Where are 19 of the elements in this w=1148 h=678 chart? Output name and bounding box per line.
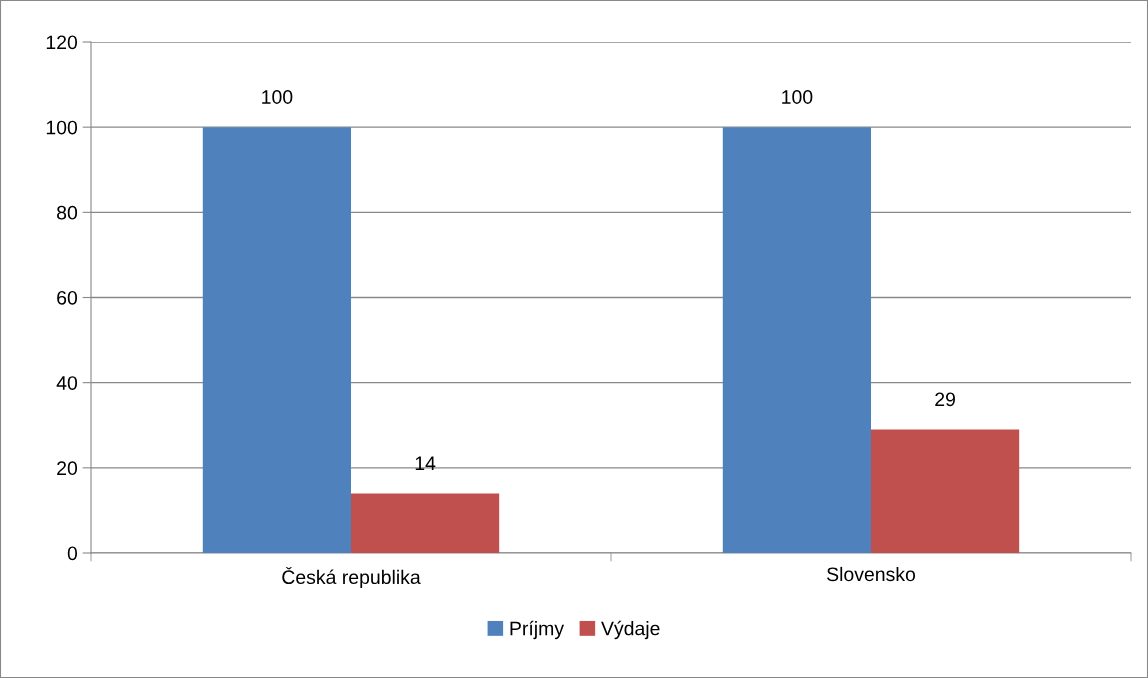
bar [722, 127, 871, 553]
bar [871, 429, 1020, 553]
data-label: 100 [262, 90, 293, 104]
y-tick-label: 20 [57, 461, 78, 476]
data-label: 100 [782, 90, 813, 104]
bar [351, 493, 500, 553]
y-tick-label: 60 [57, 290, 78, 305]
data-label: 29 [935, 392, 955, 407]
y-tick-label: 100 [46, 120, 78, 135]
data-label: 14 [415, 456, 436, 470]
legend-label: Výdaje [601, 620, 660, 640]
x-tick-label: Slovensko [827, 566, 916, 582]
x-tick-label: Česká republika [282, 566, 421, 588]
y-tick-label: 80 [57, 205, 78, 220]
y-tick-label: 0 [67, 546, 78, 561]
bar [202, 127, 351, 553]
legend-label: Príjmy [510, 620, 564, 640]
y-tick-label: 40 [56, 376, 78, 390]
y-tick-label: 120 [46, 35, 78, 50]
